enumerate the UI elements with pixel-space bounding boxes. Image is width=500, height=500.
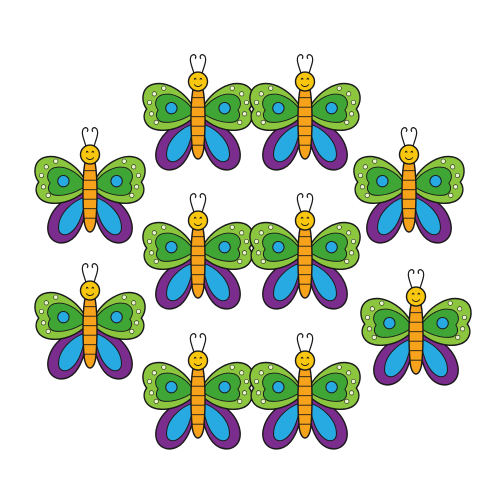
butterfly-5: [142, 193, 254, 310]
butterfly-3: [34, 127, 146, 244]
butterfly-2: [249, 54, 361, 171]
butterfly-8: [360, 269, 472, 386]
butterfly-4: [353, 127, 465, 244]
butterfly-6: [249, 193, 361, 310]
butterfly-7: [34, 263, 146, 380]
butterfly-1: [142, 54, 254, 171]
butterfly-10: [249, 333, 361, 450]
butterfly-9: [142, 333, 254, 450]
